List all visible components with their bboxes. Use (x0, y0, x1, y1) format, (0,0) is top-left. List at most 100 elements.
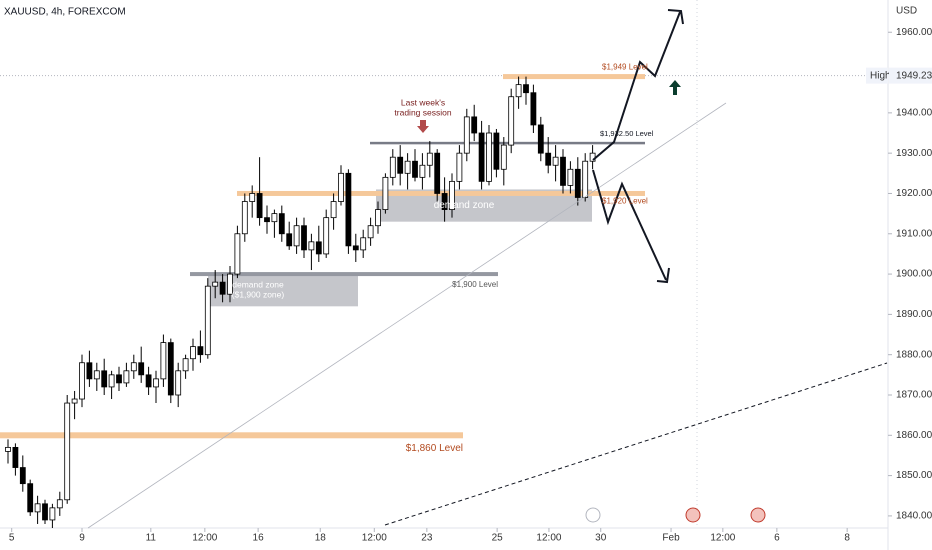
x-tick-label: 6 (774, 533, 780, 544)
y-tick-label: 1850.00 (896, 470, 932, 481)
candle-body (286, 233, 293, 247)
candle-body (500, 144, 507, 170)
candle-body (530, 92, 537, 126)
high-tag (866, 67, 888, 84)
candle-body (101, 370, 108, 388)
candle-body (271, 213, 278, 223)
x-tick-label: Feb (662, 533, 680, 544)
candle-body (338, 172, 344, 202)
bear-path (592, 169, 667, 281)
x-tick-label: 16 (253, 533, 265, 544)
candle-body (345, 172, 352, 247)
x-tick-label: 12:00 (362, 533, 387, 544)
candle-body (545, 152, 552, 166)
candle-body (582, 160, 589, 198)
level-label: $1,900 Level (452, 280, 498, 289)
x-tick-label: 12:00 (192, 533, 217, 544)
candle-body (42, 503, 48, 521)
x-tick-label: 12:00 (710, 533, 735, 544)
annotation: Last week's (401, 97, 445, 107)
candle-body (323, 217, 330, 255)
up-arrow (669, 80, 681, 95)
arrowhead (656, 267, 670, 284)
candle-body (552, 156, 559, 166)
candle-body (175, 370, 182, 396)
arrowhead (667, 9, 684, 25)
level-label: $1,860 Level (406, 443, 463, 454)
candle-body (182, 358, 189, 372)
level-label: $1,949 Level (602, 63, 648, 72)
y-tick-label: 1890.00 (896, 309, 932, 320)
candle-body (116, 374, 122, 384)
high-label: High (870, 70, 891, 81)
y-tick-label: 1910.00 (896, 228, 932, 239)
candle-body (190, 346, 196, 360)
candle-body (212, 281, 219, 287)
candle-body (293, 225, 300, 247)
candle-body (315, 241, 322, 255)
candle-body (567, 168, 574, 186)
candle-body (256, 193, 263, 219)
candle-body (86, 362, 93, 380)
candle-body (478, 132, 485, 182)
annotation-arrow (417, 120, 429, 133)
candle-body (574, 168, 581, 198)
y-tick-label: 1940.00 (896, 107, 932, 118)
level-label: $1,920 Level (602, 197, 648, 206)
candle-body (523, 84, 529, 94)
candle-body (204, 285, 211, 356)
demand-zone (208, 274, 358, 307)
candle-body (197, 346, 204, 356)
zone-label: demand zone (434, 200, 495, 211)
candle-body (426, 152, 433, 166)
event-icon[interactable] (685, 507, 701, 523)
candle-body (508, 96, 515, 146)
candle-body (227, 273, 233, 295)
candle-body (515, 84, 522, 98)
candle-body (56, 499, 63, 509)
candle-body (382, 176, 389, 210)
event-icon[interactable] (585, 507, 601, 523)
y-tick-label: 1920.00 (896, 188, 932, 199)
candle-body (389, 156, 396, 178)
candle-body (219, 281, 226, 295)
level-line (370, 141, 645, 145)
trendline-dashed (384, 362, 888, 526)
y-tick-label: 1960.00 (896, 27, 932, 38)
candle-body (486, 132, 492, 182)
event-icon[interactable] (750, 507, 766, 523)
level-line (237, 190, 645, 196)
candle-body (5, 446, 11, 452)
x-tick-label: 23 (421, 533, 433, 544)
zone-label: ($1,900 zone) (232, 289, 285, 299)
candle-body (138, 362, 145, 376)
axis-unit: USD (896, 6, 917, 17)
level-line (190, 272, 498, 277)
candle-body (79, 362, 85, 400)
candle-body (360, 237, 367, 251)
candle-body (278, 213, 285, 235)
candle-body (145, 374, 152, 388)
high-price: 1949.23 (896, 70, 932, 81)
candle-body (404, 160, 411, 174)
candle-body (352, 245, 359, 251)
x-tick-label: 30 (595, 533, 607, 544)
annotation: trading session (394, 107, 451, 117)
candle-body (537, 124, 544, 154)
candle-body (456, 152, 463, 182)
candle-body (441, 193, 448, 210)
candle-body (375, 209, 381, 227)
candle-body (12, 446, 19, 468)
x-tick-label: 18 (315, 533, 327, 544)
candle-body (301, 225, 307, 251)
trendline (87, 102, 727, 529)
candle-body (463, 116, 470, 154)
candle-body (412, 160, 418, 178)
x-tick-label: 9 (79, 533, 85, 544)
candle-body (234, 233, 241, 275)
candle-body (449, 180, 455, 210)
candle-body (493, 132, 500, 170)
candle-body (93, 370, 100, 380)
candle-body (308, 241, 315, 251)
